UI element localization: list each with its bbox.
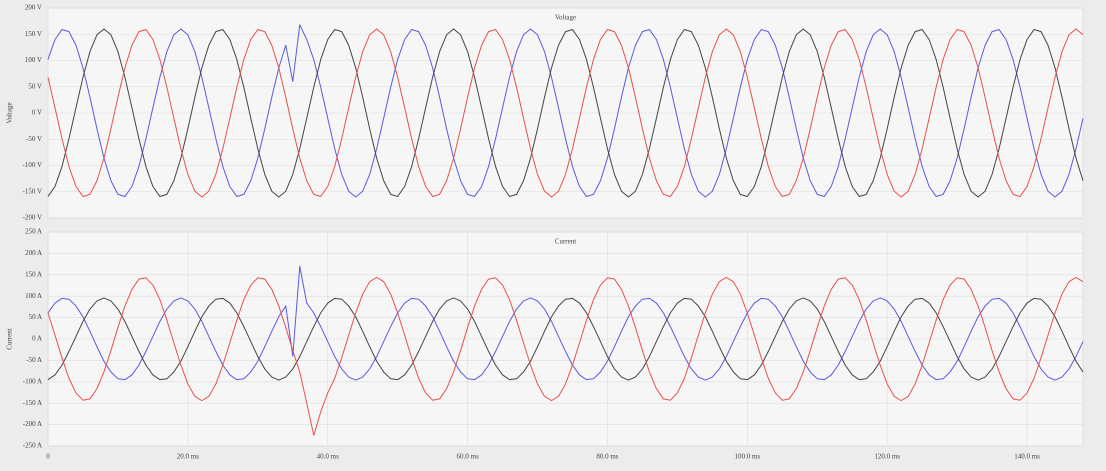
series-line: [47, 265, 1084, 381]
y-tick-label: 200 A: [25, 249, 42, 257]
x-tick-label: 40.0 ms: [317, 453, 339, 461]
x-tick-label: 60.0 ms: [457, 453, 479, 461]
series-line: [47, 276, 1084, 436]
y-tick-label: -200 A: [23, 420, 42, 428]
y-tick-label: 0 V: [32, 109, 42, 117]
y-tick-label: -100 A: [23, 377, 42, 385]
y-tick-label: -200 V: [22, 214, 42, 222]
y-tick-label: 100 V: [25, 56, 42, 64]
x-tick-label: 100.0 ms: [734, 453, 760, 461]
x-tick-label: 80.0 ms: [596, 453, 618, 461]
y-tick-label: 250 A: [25, 228, 42, 236]
x-tick-label: 0: [46, 453, 50, 461]
y-axis-label: Voltage: [6, 102, 14, 123]
y-tick-label: -150 A: [23, 399, 42, 407]
chart-title: Current: [555, 238, 576, 246]
y-tick-label: 150 A: [25, 270, 42, 278]
y-tick-label: 50 V: [28, 82, 42, 90]
y-tick-label: -150 V: [22, 187, 42, 195]
x-tick-label: 140.0 ms: [1014, 453, 1040, 461]
series-line: [47, 28, 1084, 198]
y-tick-label: 150 V: [25, 30, 42, 38]
y-axis-label: Current: [6, 328, 14, 349]
chart-title: Voltage: [555, 14, 576, 22]
x-tick-label: 120.0 ms: [874, 453, 900, 461]
series-line: [47, 28, 1084, 198]
y-tick-label: 50 A: [29, 313, 42, 321]
y-tick-label: -250 A: [23, 442, 42, 450]
x-tick-label: 20.0 ms: [177, 453, 199, 461]
y-tick-label: -50 A: [26, 356, 42, 364]
y-tick-label: 100 A: [25, 292, 42, 300]
series-line: [47, 297, 1084, 381]
y-tick-label: 200 V: [25, 4, 42, 12]
y-tick-label: -50 V: [26, 135, 42, 143]
y-tick-label: -100 V: [22, 161, 42, 169]
y-tick-label: 0 A: [32, 335, 42, 343]
